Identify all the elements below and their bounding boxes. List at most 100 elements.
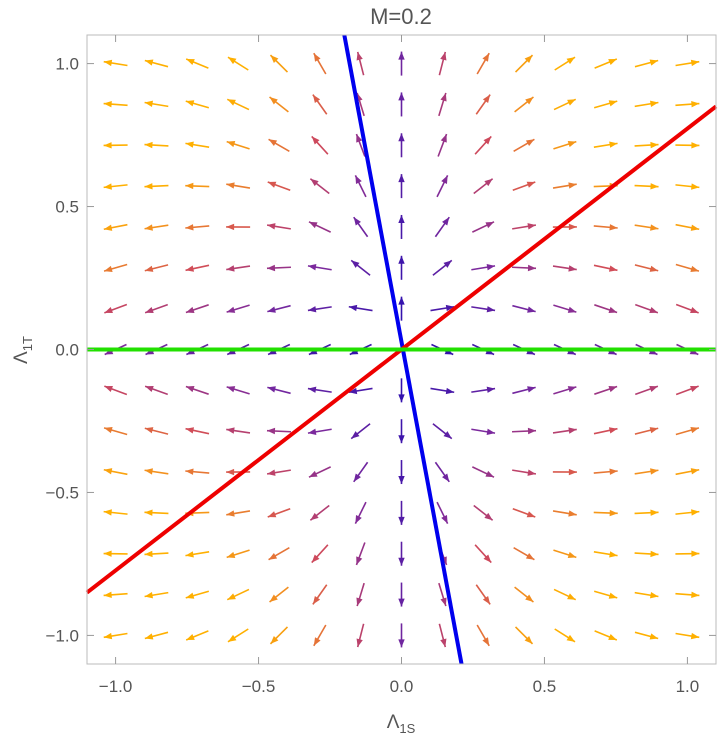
field-arrow (675, 509, 700, 516)
stream-arrows (103, 51, 700, 648)
field-arrow (553, 140, 577, 150)
field-arrow (185, 468, 210, 475)
field-arrow (553, 588, 577, 601)
reference-lines (85, 34, 718, 665)
field-arrow (553, 549, 577, 559)
field-arrow (103, 142, 128, 149)
field-arrow (266, 264, 291, 272)
field-arrow (398, 133, 405, 158)
field-arrow (634, 468, 659, 475)
field-arrow (476, 52, 490, 75)
field-arrow (476, 624, 490, 647)
field-arrow (434, 216, 450, 238)
field-arrow (675, 632, 700, 640)
field-arrow (552, 265, 577, 272)
field-arrow (594, 385, 618, 395)
field-arrow (474, 544, 492, 564)
field-arrow (309, 504, 330, 521)
field-arrow (226, 386, 250, 395)
field-arrow (103, 183, 128, 190)
field-arrow (398, 92, 405, 117)
field-arrow (398, 419, 405, 444)
field-arrow (144, 427, 169, 435)
field-arrow (353, 461, 369, 483)
field-arrow (144, 141, 169, 149)
field-arrow (675, 385, 699, 396)
field-arrow (227, 628, 249, 643)
x-tick-label: −0.5 (242, 677, 276, 696)
field-arrow (593, 551, 618, 558)
field-arrow (438, 582, 447, 607)
field-arrow (144, 100, 169, 108)
field-arrow (437, 133, 448, 157)
field-arrow (398, 174, 405, 199)
field-arrow (226, 223, 251, 231)
field-arrow (471, 264, 496, 271)
field-arrow (634, 591, 659, 599)
field-arrow (348, 387, 373, 395)
field-arrow (634, 59, 659, 68)
field-arrow (269, 586, 289, 603)
field-arrow (593, 509, 618, 517)
field-arrow (185, 304, 209, 314)
field-arrow (475, 94, 491, 115)
field-arrow (266, 469, 291, 476)
y-axis-label-base: Λ (11, 351, 32, 364)
x-tick-label: −1.0 (99, 677, 133, 696)
field-arrow (103, 100, 128, 108)
field-arrow (103, 591, 128, 599)
field-arrow (432, 259, 453, 276)
field-arrow (398, 582, 405, 607)
field-arrow (266, 427, 291, 435)
field-arrow (144, 59, 169, 68)
field-arrow (226, 588, 250, 601)
field-arrow (266, 223, 291, 230)
field-arrow (356, 51, 365, 76)
field-arrow (144, 468, 169, 475)
field-arrow (512, 264, 537, 272)
field-arrow (313, 624, 327, 647)
field-arrow (438, 51, 447, 76)
field-arrow (554, 628, 576, 643)
field-arrow (144, 509, 169, 516)
field-arrow (514, 96, 534, 113)
field-arrow (471, 306, 496, 313)
field-arrow (103, 59, 128, 67)
field-arrow (312, 94, 328, 115)
field-arrow (593, 590, 618, 599)
field-arrow (185, 590, 210, 599)
field-arrow (474, 135, 492, 155)
field-arrow (103, 509, 128, 516)
field-arrow (512, 223, 537, 230)
field-arrow (473, 178, 494, 195)
field-arrow (356, 623, 365, 648)
field-arrow (513, 138, 535, 152)
field-arrow (512, 507, 536, 518)
field-arrow (226, 510, 251, 517)
field-arrow (353, 216, 369, 238)
field-arrow (514, 626, 534, 645)
field-arrow (675, 427, 700, 436)
field-arrow (675, 468, 700, 476)
field-arrow (675, 263, 700, 272)
field-arrow (185, 630, 209, 641)
field-arrow (430, 387, 455, 395)
field-arrow (144, 631, 169, 640)
field-arrow (227, 56, 249, 71)
field-arrow (675, 59, 700, 67)
y-tick-label: 1.0 (55, 55, 79, 74)
field-arrow (104, 303, 128, 314)
x-tick-label: 1.0 (676, 677, 700, 696)
field-arrow (269, 96, 289, 113)
field-arrow (356, 582, 365, 607)
field-arrow (436, 501, 449, 525)
field-arrow (267, 386, 291, 395)
field-arrow (226, 549, 250, 559)
field-arrow (354, 501, 367, 525)
field-arrow (553, 386, 577, 395)
field-arrow (185, 224, 210, 231)
field-arrow (553, 98, 577, 111)
field-arrow (552, 510, 577, 517)
y-tick-label: 0.0 (55, 341, 79, 360)
field-arrow (103, 263, 128, 272)
